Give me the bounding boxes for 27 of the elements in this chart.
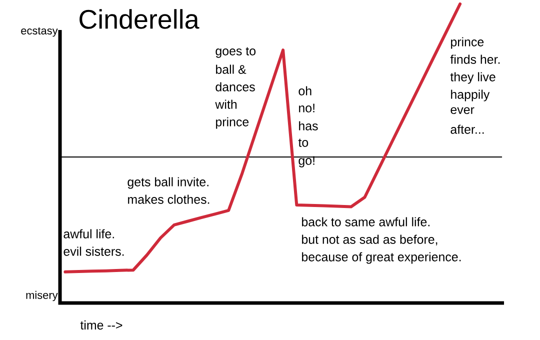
annotation: with bbox=[215, 100, 237, 109]
annotation: oh bbox=[298, 86, 312, 96]
annotation: goes to bbox=[216, 47, 256, 58]
annotation: evil sisters. bbox=[64, 246, 124, 256]
x-axis-title: time --> bbox=[80, 320, 122, 330]
annotation: happily bbox=[451, 90, 490, 102]
text: misery bbox=[26, 290, 58, 302]
text: ecstasy bbox=[21, 27, 58, 37]
annotation: ball & bbox=[216, 64, 246, 74]
annotation: gets ball invite. bbox=[128, 177, 208, 189]
annotation: they live bbox=[450, 72, 496, 84]
annotation: awful life. bbox=[64, 229, 114, 238]
chart-title: Cinderella bbox=[80, 9, 200, 29]
annotation: dances bbox=[216, 82, 255, 92]
annotation: finds her. bbox=[450, 54, 500, 64]
annotation: makes clothes. bbox=[128, 194, 210, 204]
annotation: go! bbox=[298, 156, 314, 168]
annotation: prince bbox=[216, 117, 249, 129]
annotation: has bbox=[299, 121, 318, 130]
annotation: to bbox=[298, 138, 308, 147]
annotation: ever bbox=[450, 107, 474, 114]
annotation: because of great experience. bbox=[302, 252, 461, 264]
annotation: no! bbox=[299, 104, 314, 112]
annotation: but not as sad as before, bbox=[302, 234, 438, 246]
annotation: prince bbox=[451, 37, 484, 49]
annotation: after... bbox=[450, 124, 484, 134]
annotation: back to same awful life. bbox=[302, 217, 430, 226]
